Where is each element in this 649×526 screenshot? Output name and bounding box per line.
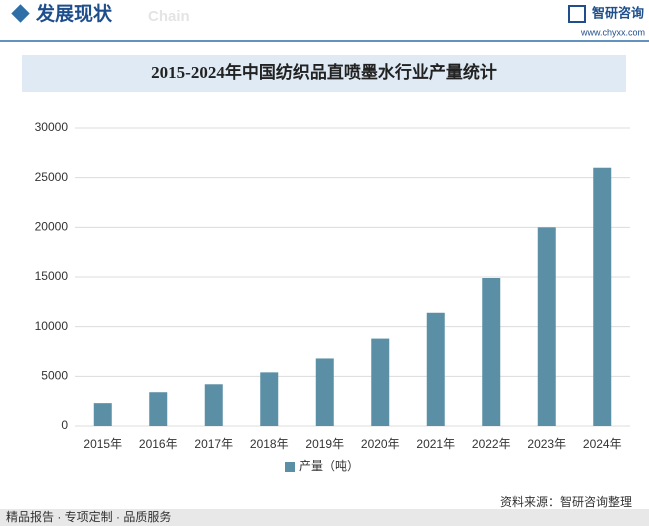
bar [426,312,445,426]
bar [204,384,223,426]
y-tick-label: 20000 [35,220,69,234]
x-tick-label: 2024年 [583,437,622,451]
x-tick-label: 2020年 [361,437,400,451]
x-tick-label: 2015年 [83,437,122,451]
brand-name: 智研咨询 [592,5,644,20]
chart-title: 2015-2024年中国纺织品直喷墨水行业产量统计 [151,62,497,82]
header-icon [11,4,30,23]
bar [93,403,112,426]
y-tick-label: 0 [61,418,68,432]
x-tick-label: 2016年 [139,437,178,451]
footer-text: 精品报告 · 专项定制 · 品质服务 [6,509,171,524]
source: 资料来源：智研咨询整理 [500,494,632,509]
header-subtitle: Chain [148,8,190,25]
y-tick-label: 30000 [35,120,69,134]
bar [260,372,279,426]
brand-logo [568,5,586,23]
title-box [22,55,626,92]
y-tick-label: 15000 [35,269,69,283]
y-tick-label: 10000 [35,319,69,333]
y-tick-label: 25000 [35,170,69,184]
x-tick-label: 2017年 [194,437,233,451]
x-tick-label: 2022年 [472,437,511,451]
bar [537,227,556,426]
bar [315,358,334,426]
bar [371,338,390,426]
bar [593,167,612,426]
bar [149,392,168,426]
header-title: 发展现状 [35,2,113,25]
y-tick-label: 5000 [41,369,68,383]
x-tick-label: 2018年 [250,437,289,451]
footer-bar [0,509,649,526]
legend-swatch [285,462,295,472]
legend-label: 产量（吨） [299,459,359,473]
bar [482,277,501,426]
x-tick-label: 2019年 [305,437,344,451]
brand-url: www.chyxx.com [580,27,645,37]
x-tick-label: 2023年 [527,437,566,451]
x-tick-label: 2021年 [416,437,455,451]
